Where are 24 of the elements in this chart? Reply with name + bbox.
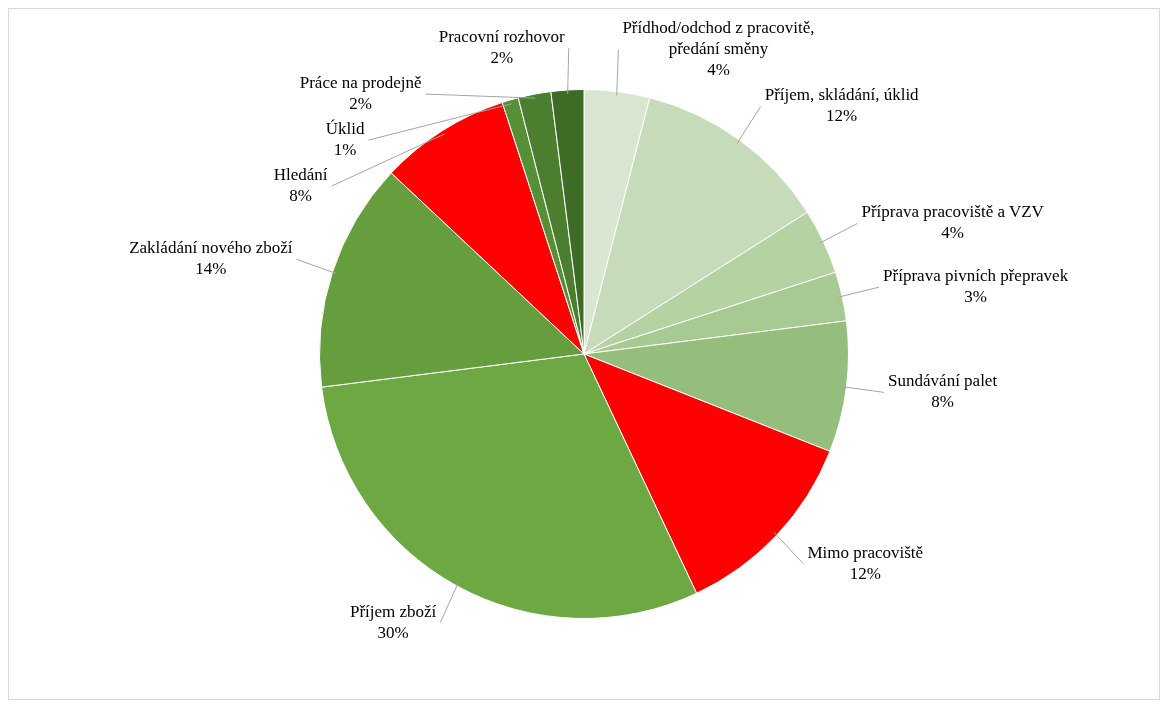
data-label: 2% (490, 48, 514, 68)
data-label: 30% (377, 622, 409, 642)
data-label: 8% (289, 186, 312, 206)
slice-label: Mimo pracoviště (807, 542, 924, 562)
slice-label: Práce na prodejně (299, 73, 422, 93)
slice-label: Úklid (325, 119, 365, 139)
slice-label: Příjem zboží (349, 601, 437, 621)
data-label: 14% (195, 259, 227, 279)
data-label: 4% (707, 60, 730, 80)
data-label: 3% (964, 287, 987, 307)
data-label: 12% (826, 106, 858, 126)
slice-label: Pracovní rozhovor (438, 27, 566, 47)
data-label: 1% (333, 140, 357, 160)
data-label: 8% (931, 392, 954, 412)
slice-label: Přídhod/odchod z pracovitě, předání směny (622, 18, 815, 59)
data-label: 4% (941, 223, 965, 243)
slice-label: Příprava pracoviště a VZV (861, 202, 1045, 222)
slice-label: Příprava pivních přepravek (883, 266, 1069, 286)
data-label: 12% (849, 563, 881, 583)
data-label: 2% (349, 94, 372, 114)
slice-label: Hledání (273, 165, 328, 185)
slice-label: Zakládání nového zboží (129, 238, 293, 258)
slice-label: Sundávání palet (888, 371, 998, 391)
slice-label: Příjem, skládání, úklid (764, 85, 920, 105)
